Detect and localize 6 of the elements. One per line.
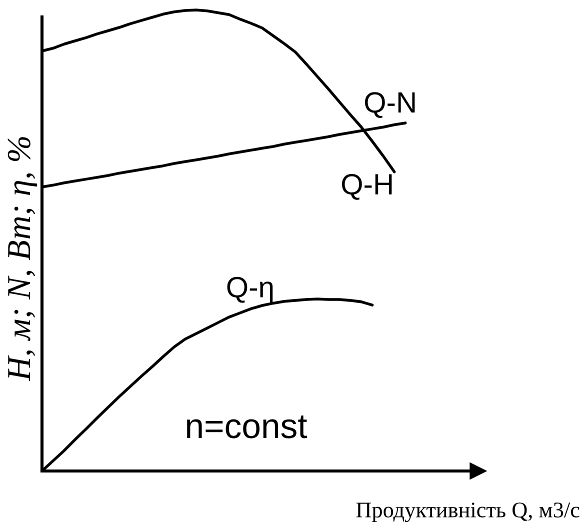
y-axis-title: H, м; N, Вт; η, % xyxy=(8,137,38,382)
annotation: n=const xyxy=(187,416,308,438)
x-axis-title: Продуктивність Q, м3/с xyxy=(356,502,580,522)
series-label: Q-N xyxy=(364,92,415,118)
series-label: Q-H xyxy=(342,174,392,200)
series-label: Q-η xyxy=(227,276,273,304)
